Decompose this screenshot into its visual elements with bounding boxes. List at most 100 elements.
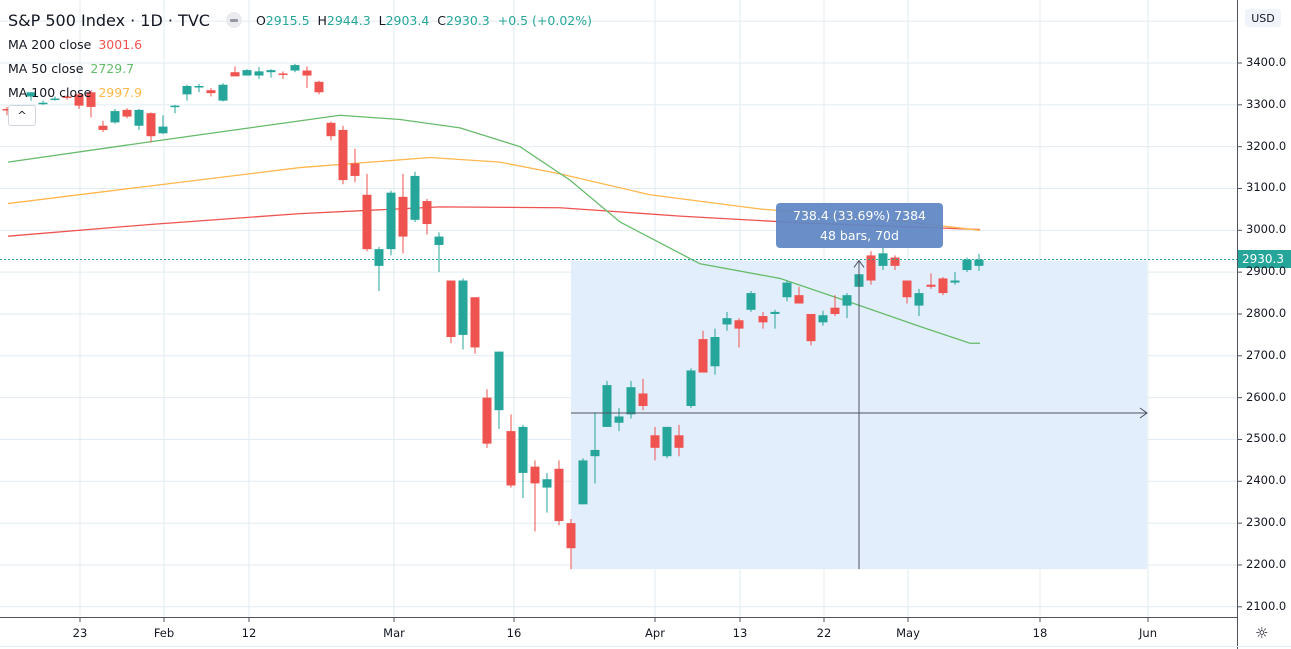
candle <box>242 70 252 76</box>
time-tick: Mar <box>383 626 405 640</box>
candle <box>914 293 924 306</box>
time-tick: 22 <box>816 626 832 640</box>
candle <box>746 293 756 310</box>
candle <box>734 320 744 329</box>
candle <box>782 282 792 298</box>
candle <box>338 129 348 181</box>
candle <box>722 318 732 325</box>
candle <box>890 257 900 266</box>
legend: S&P 500 Index · 1D · TVC O2915.5 H2944.3… <box>8 8 592 104</box>
candle <box>2 109 12 111</box>
candle <box>518 426 528 473</box>
candle <box>350 163 360 176</box>
candle <box>254 71 264 76</box>
candle <box>698 339 708 373</box>
ma200-row[interactable]: MA 200 close 3001.6 <box>8 36 143 52</box>
candle <box>290 65 300 71</box>
hide-icon[interactable] <box>225 12 242 28</box>
candle <box>650 435 660 448</box>
candle <box>374 249 384 266</box>
candle <box>938 278 948 294</box>
price-tick: 2100.0 <box>1246 598 1287 613</box>
candle <box>110 111 120 123</box>
candle <box>218 84 228 101</box>
candle <box>62 96 72 98</box>
candle <box>158 126 168 134</box>
candle <box>578 460 588 505</box>
candle <box>314 81 324 93</box>
candle <box>506 431 516 486</box>
time-tick: 23 <box>72 626 88 640</box>
candle <box>674 435 684 448</box>
candle <box>422 201 432 225</box>
price-tick: 2500.0 <box>1246 431 1287 446</box>
candle <box>398 196 408 237</box>
price-tick: 3200.0 <box>1246 138 1287 153</box>
candle <box>542 479 552 488</box>
candle <box>50 98 60 101</box>
ma100-row[interactable]: MA 100 close 2997.9 <box>8 84 143 100</box>
candle <box>434 236 444 245</box>
candle <box>266 70 276 73</box>
candle <box>146 113 156 137</box>
symbol-row: S&P 500 Index · 1D · TVC O2915.5 H2944.3… <box>8 8 592 32</box>
candle <box>194 86 204 88</box>
candle <box>134 109 144 126</box>
candle <box>230 72 240 77</box>
candle <box>98 125 108 130</box>
time-tick: Feb <box>153 626 175 640</box>
ma50-row[interactable]: MA 50 close 2729.7 <box>8 60 135 76</box>
candle <box>386 192 396 250</box>
candle <box>170 105 180 108</box>
price-tick: 2700.0 <box>1246 347 1287 362</box>
symbol-title[interactable]: S&P 500 Index · 1D · TVC <box>8 10 210 30</box>
candle <box>482 397 492 444</box>
measure-tooltip: 738.4 (33.69%) 7384 48 bars, 70d <box>776 203 943 248</box>
candle <box>590 449 600 457</box>
price-tick: 2600.0 <box>1246 389 1287 404</box>
price-tick: 3000.0 <box>1246 222 1287 237</box>
candle <box>806 313 816 342</box>
candle <box>362 194 372 250</box>
ma-line <box>7 114 980 344</box>
candle <box>686 370 696 407</box>
candle <box>26 92 36 97</box>
candle <box>902 280 912 298</box>
candle <box>122 109 132 117</box>
price-tick: 2900.0 <box>1246 264 1287 279</box>
time-tick: Apr <box>645 626 665 640</box>
candle <box>302 70 312 76</box>
time-tick: 16 <box>506 626 522 640</box>
price-tick: 2800.0 <box>1246 305 1287 320</box>
candle <box>326 122 336 137</box>
candle <box>494 351 504 411</box>
candle <box>794 295 804 304</box>
time-tick: 13 <box>732 626 748 640</box>
price-tick: 2400.0 <box>1246 473 1287 488</box>
measure-bars: 48 bars, 70d <box>820 228 899 243</box>
candle <box>470 297 480 348</box>
chevron-up-icon: ^ <box>17 109 27 122</box>
currency-label[interactable]: USD <box>1245 9 1281 27</box>
candle <box>38 102 48 105</box>
ohlc-values: O2915.5 H2944.3 L2903.4 C2930.3 +0.5 (+0… <box>255 12 592 28</box>
candle <box>962 259 972 271</box>
candle <box>530 466 540 484</box>
candle <box>842 295 852 306</box>
candle <box>410 175 420 220</box>
candle <box>878 253 888 266</box>
candle <box>662 426 672 457</box>
candle <box>950 280 960 283</box>
settings-icon[interactable]: ☼ <box>1255 624 1269 642</box>
candle <box>626 387 636 415</box>
candle <box>614 416 624 423</box>
candle <box>278 73 288 75</box>
price-tick: 3400.0 <box>1246 55 1287 69</box>
time-tick: 18 <box>1032 626 1048 640</box>
collapse-legend-button[interactable]: ^ <box>8 105 36 126</box>
candle <box>206 90 216 94</box>
price-tick: 3100.0 <box>1246 180 1287 195</box>
price-tick: 3300.0 <box>1246 96 1287 111</box>
candle <box>710 336 720 367</box>
